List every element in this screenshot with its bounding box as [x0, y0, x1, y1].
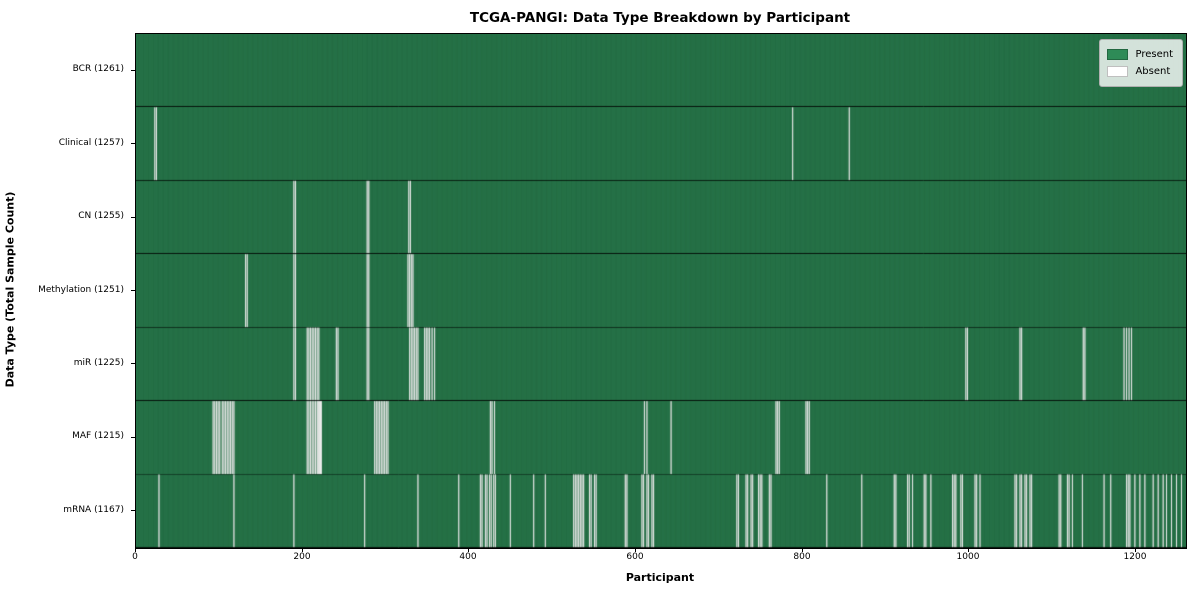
legend: Present Absent [1099, 39, 1183, 87]
chart-title: TCGA-PANGI: Data Type Breakdown by Parti… [469, 10, 851, 26]
x-tick-mark [968, 548, 969, 552]
legend-item: Present [1107, 46, 1173, 63]
y-tick-mark [131, 143, 135, 144]
y-tick-label-mir: miR (1225) [73, 357, 124, 368]
legend-item: Absent [1107, 63, 1173, 80]
y-tick-mark [131, 510, 135, 511]
y-tick-label-cn: CN (1255) [78, 211, 124, 222]
x-tick-mark [302, 548, 303, 552]
y-tick-mark [131, 363, 135, 364]
y-tick-label-methylation: Methylation (1251) [38, 284, 124, 295]
x-tick-label: 1000 [956, 552, 980, 562]
y-tick-label-maf: MAF (1215) [72, 431, 124, 442]
x-tick-mark [135, 548, 136, 552]
y-tick-mark [131, 290, 135, 291]
legend-label: Present [1135, 49, 1173, 60]
plot-area: Present Absent [135, 33, 1187, 549]
legend-swatch-present [1107, 49, 1129, 60]
x-tick-label: 0 [132, 552, 138, 562]
x-tick-label: 400 [459, 552, 477, 562]
x-tick-label: 600 [626, 552, 644, 562]
legend-swatch-absent [1107, 66, 1129, 77]
x-axis-label: Participant [625, 571, 695, 584]
heatmap-canvas [136, 34, 1186, 548]
x-tick-mark [635, 548, 636, 552]
x-tick-label: 1200 [1123, 552, 1147, 562]
y-tick-mark [131, 437, 135, 438]
y-tick-label-bcr: BCR (1261) [72, 64, 124, 75]
y-tick-mark [131, 217, 135, 218]
x-tick-mark [468, 548, 469, 552]
legend-label: Absent [1135, 66, 1171, 77]
y-tick-label-mrna: mRNA (1167) [63, 504, 124, 515]
x-tick-mark [1135, 548, 1136, 552]
y-tick-label-clinical: Clinical (1257) [58, 137, 124, 148]
x-tick-label: 800 [793, 552, 811, 562]
x-tick-label: 200 [293, 552, 311, 562]
x-tick-mark [802, 548, 803, 552]
y-tick-mark [131, 70, 135, 71]
